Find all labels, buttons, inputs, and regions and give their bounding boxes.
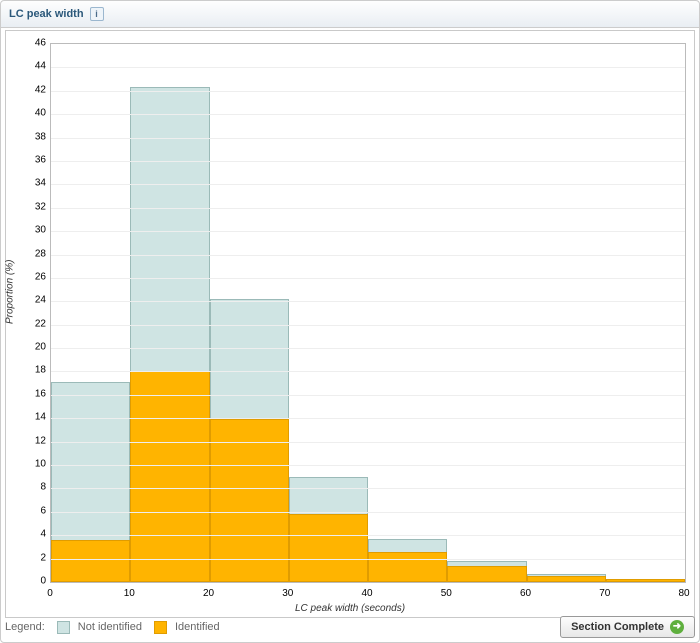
gridline — [51, 161, 685, 162]
gridline — [51, 91, 685, 92]
y-tick-label: 0 — [6, 576, 46, 587]
x-tick-label: 10 — [124, 588, 135, 599]
legend-label-identified: Identified — [175, 621, 220, 633]
gridline — [51, 559, 685, 560]
y-tick-label: 34 — [6, 178, 46, 189]
bar-seg-identified — [51, 540, 130, 582]
legend-swatch-not-identified — [57, 621, 70, 634]
gridline — [51, 184, 685, 185]
x-tick-label: 40 — [361, 588, 372, 599]
bars-layer — [51, 44, 685, 582]
y-tick-label: 32 — [6, 201, 46, 212]
x-tick-label: 20 — [203, 588, 214, 599]
gridline — [51, 512, 685, 513]
y-tick-label: 44 — [6, 61, 46, 72]
gridline — [51, 465, 685, 466]
gridline — [51, 208, 685, 209]
histogram-bar — [210, 44, 289, 582]
button-label: Section Complete — [571, 621, 664, 633]
y-tick-label: 14 — [6, 412, 46, 423]
gridline — [51, 418, 685, 419]
footer-row: Legend: Not identified Identified Sectio… — [5, 616, 695, 638]
gridline — [51, 301, 685, 302]
x-tick-label: 70 — [599, 588, 610, 599]
y-tick-label: 38 — [6, 131, 46, 142]
y-tick-label: 40 — [6, 108, 46, 119]
y-tick-label: 22 — [6, 318, 46, 329]
histogram-bar — [447, 44, 526, 582]
x-tick-label: 80 — [678, 588, 689, 599]
gridline — [51, 67, 685, 68]
gridline — [51, 325, 685, 326]
x-tick-label: 50 — [441, 588, 452, 599]
histogram-bar — [51, 44, 130, 582]
bar-seg-identified — [527, 576, 606, 582]
histogram-bar — [289, 44, 368, 582]
gridline — [51, 231, 685, 232]
gridline — [51, 371, 685, 372]
legend-title: Legend: — [5, 621, 45, 633]
gridline — [51, 138, 685, 139]
y-tick-label: 4 — [6, 529, 46, 540]
y-tick-label: 10 — [6, 459, 46, 470]
legend: Legend: Not identified Identified — [5, 621, 220, 634]
gridline — [51, 535, 685, 536]
legend-label-not-identified: Not identified — [78, 621, 142, 633]
y-tick-label: 12 — [6, 435, 46, 446]
x-tick-label: 30 — [282, 588, 293, 599]
section-complete-button[interactable]: Section Complete ➜ — [560, 616, 695, 638]
y-tick-label: 8 — [6, 482, 46, 493]
histogram-bar — [606, 44, 685, 582]
gridline — [51, 114, 685, 115]
info-icon[interactable]: i — [90, 7, 104, 21]
y-tick-label: 18 — [6, 365, 46, 376]
y-tick-label: 28 — [6, 248, 46, 259]
y-tick-label: 20 — [6, 342, 46, 353]
bar-seg-identified — [130, 371, 209, 582]
y-tick-label: 30 — [6, 225, 46, 236]
legend-swatch-identified — [154, 621, 167, 634]
y-tick-label: 6 — [6, 505, 46, 516]
y-tick-label: 2 — [6, 552, 46, 563]
y-tick-label: 42 — [6, 84, 46, 95]
gridline — [51, 348, 685, 349]
chart-panel: LC peak width i Proportion (%) LC peak w… — [0, 0, 700, 643]
y-axis-label: Proportion (%) — [5, 260, 16, 324]
gridline — [51, 255, 685, 256]
histogram-bar — [130, 44, 209, 582]
bar-seg-identified — [447, 566, 526, 582]
y-tick-label: 46 — [6, 38, 46, 49]
bar-seg-identified — [289, 514, 368, 582]
histogram-bar — [368, 44, 447, 582]
gridline — [51, 395, 685, 396]
y-tick-label: 16 — [6, 388, 46, 399]
y-tick-label: 26 — [6, 271, 46, 282]
arrow-right-icon: ➜ — [670, 620, 684, 634]
bar-seg-identified — [368, 552, 447, 582]
x-tick-label: 60 — [520, 588, 531, 599]
x-tick-label: 0 — [47, 588, 53, 599]
panel-header: LC peak width i — [1, 1, 699, 28]
panel-title: LC peak width — [9, 8, 84, 20]
y-tick-label: 36 — [6, 154, 46, 165]
bar-seg-identified — [606, 579, 685, 583]
gridline — [51, 278, 685, 279]
chart-area: Proportion (%) LC peak width (seconds) 0… — [5, 30, 695, 618]
gridline — [51, 488, 685, 489]
y-tick-label: 24 — [6, 295, 46, 306]
plot-area — [50, 43, 686, 583]
gridline — [51, 442, 685, 443]
histogram-bar — [527, 44, 606, 582]
x-axis-label: LC peak width (seconds) — [6, 603, 694, 614]
